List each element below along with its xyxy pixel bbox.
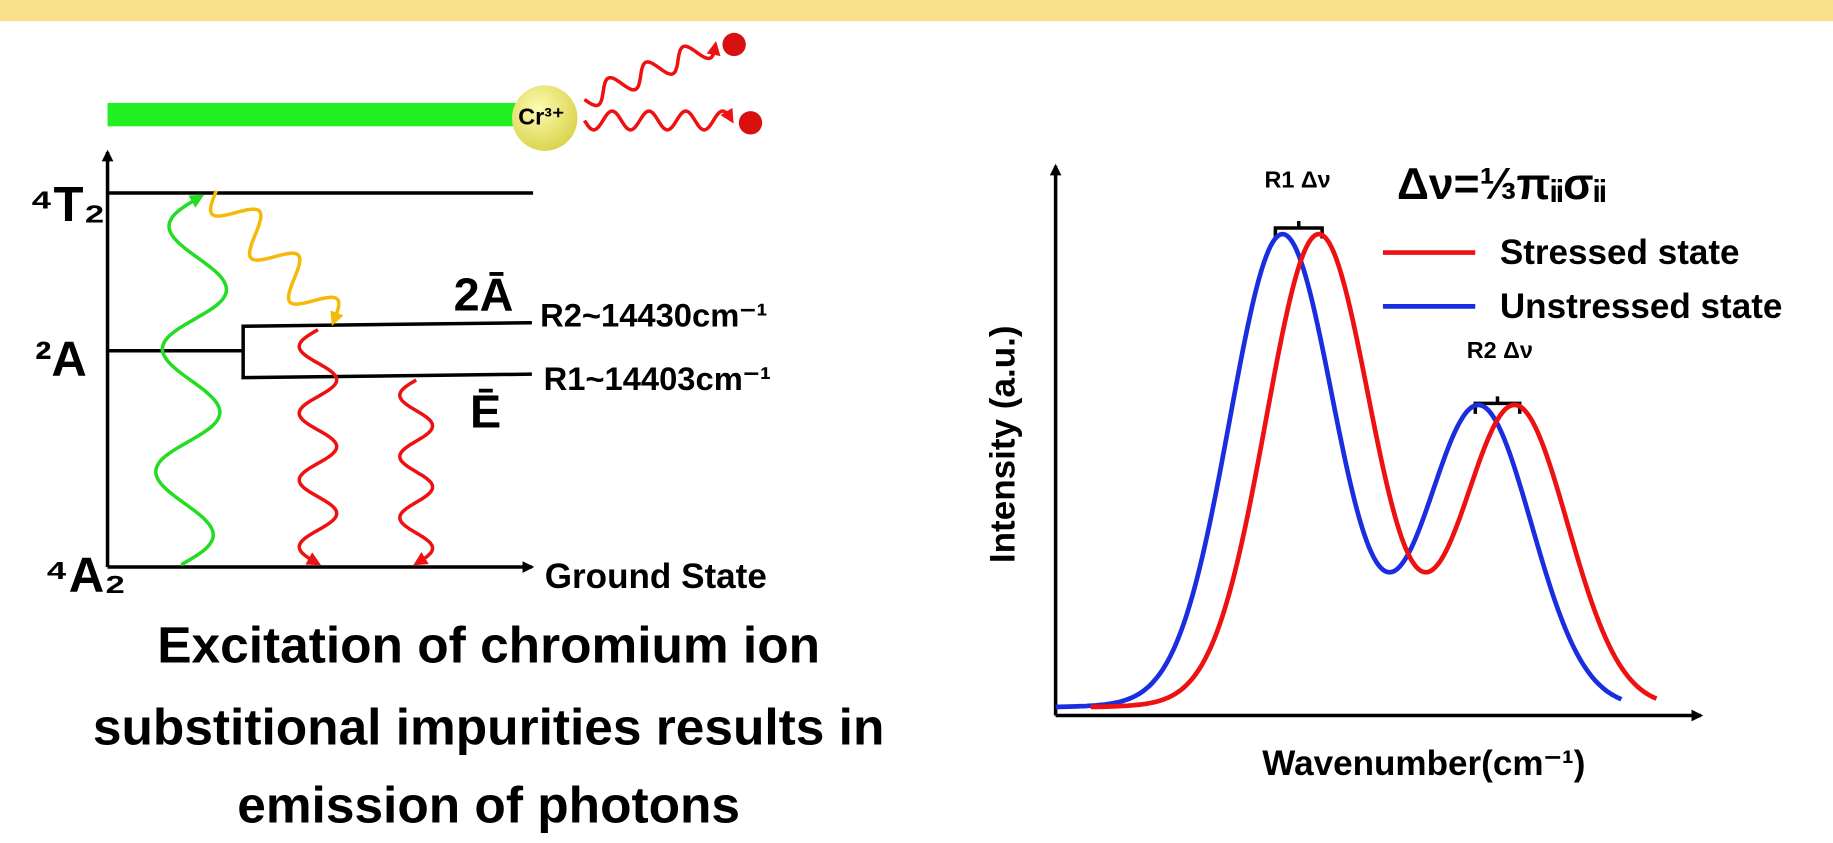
split-bracket — [241, 320, 532, 380]
caption: emission of photons — [237, 776, 740, 834]
level-label: ⁴A₂ — [44, 549, 126, 603]
cr-ion — [512, 85, 578, 151]
photon-wave — [398, 378, 435, 566]
level-label: ⁴T₂ — [29, 178, 105, 232]
peak-label: R2 Δν — [1467, 337, 1533, 363]
photon-wave — [154, 194, 229, 567]
ground-label: Ground State — [545, 557, 767, 596]
crystal-bar — [107, 102, 517, 127]
legend: Stressed state Unstressed state — [1382, 233, 1783, 326]
level-label: ²A — [35, 332, 87, 386]
top-band — [0, 0, 1833, 22]
photon-wave — [208, 190, 344, 327]
y-axis-label: Intensity (a.u.) — [984, 325, 1023, 563]
spectrum-curve — [1090, 231, 1658, 710]
split-label: Ē — [470, 385, 501, 437]
peak-label: R1 Δν — [1265, 166, 1331, 192]
caption: Excitation of chromium ion — [157, 615, 820, 673]
line-label: R2~14430cm⁻¹ — [540, 297, 767, 334]
photon-wave — [582, 107, 734, 132]
photon — [738, 111, 763, 135]
photon-wave — [583, 41, 721, 108]
ion-label: Cr³⁺ — [518, 103, 564, 129]
split-label: 2Ā — [454, 269, 514, 321]
formula: Δν=⅓πᵢᵢσᵢᵢ — [1397, 160, 1606, 209]
line-label: R1~14403cm⁻¹ — [544, 360, 771, 397]
x-axis-label: Wavenumber(cm⁻¹) — [1262, 744, 1585, 783]
photon-wave — [297, 328, 339, 566]
curves — [1055, 231, 1658, 710]
caption: substitional impurities results in — [93, 697, 884, 755]
legend-label: Unstressed state — [1500, 287, 1783, 326]
photon — [722, 32, 746, 57]
legend-label: Stressed state — [1500, 233, 1740, 272]
waves — [154, 41, 734, 567]
spectrum-curve — [1055, 231, 1623, 710]
